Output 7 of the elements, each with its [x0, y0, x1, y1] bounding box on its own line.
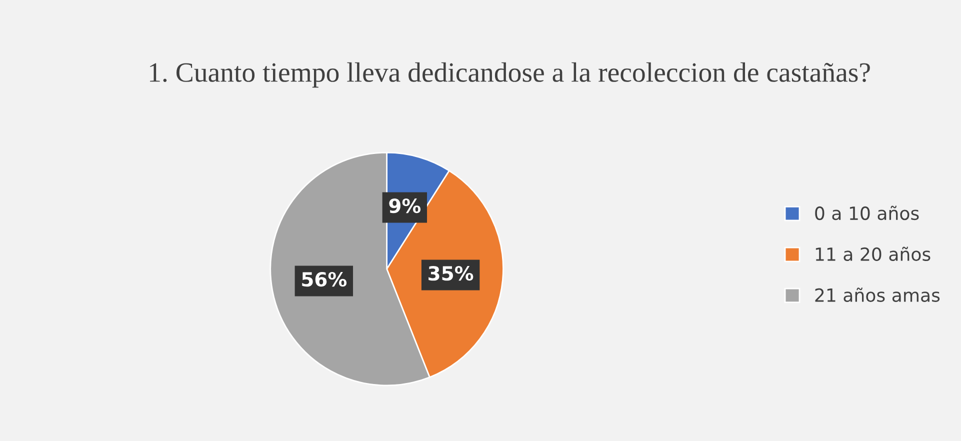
chart-title: 1. Cuanto tiempo lleva dedicandose a la recoleccion de castañas? [150, 62, 870, 88]
legend-label: 11 a 20 años [816, 246, 930, 262]
legend-label: 0 a 10 años [815, 206, 919, 220]
legend-label: 21 años amas [815, 288, 940, 302]
data-label: 35% [428, 266, 474, 281]
data-label: 56% [302, 272, 347, 287]
data-label: 9% [389, 198, 421, 214]
